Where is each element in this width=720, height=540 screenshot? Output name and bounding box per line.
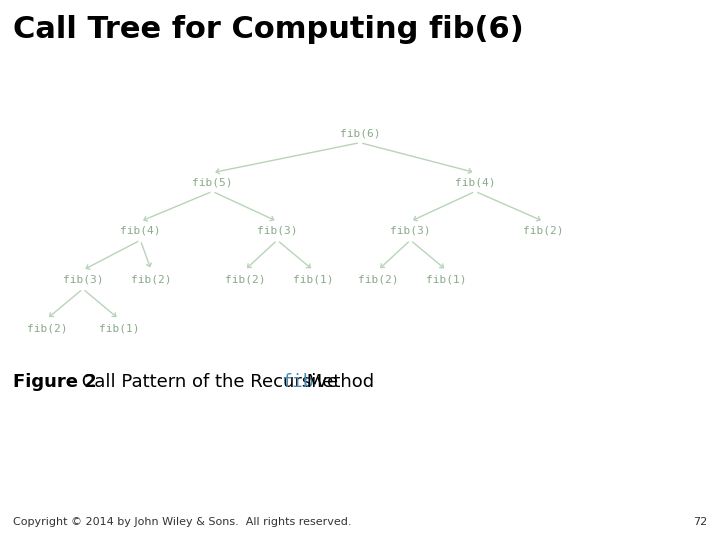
Text: Call Tree for Computing fib(6): Call Tree for Computing fib(6) — [13, 15, 523, 44]
Text: fib(5): fib(5) — [192, 177, 233, 187]
Text: fib(1): fib(1) — [99, 323, 139, 333]
Text: fib(2): fib(2) — [27, 323, 67, 333]
Text: fib(2): fib(2) — [358, 274, 398, 285]
Text: 72: 72 — [693, 517, 707, 528]
Text: fib(3): fib(3) — [390, 226, 431, 236]
Text: fib(4): fib(4) — [455, 177, 495, 187]
Text: fib(2): fib(2) — [523, 226, 564, 236]
Text: Figure 2: Figure 2 — [13, 373, 96, 391]
Text: Call Pattern of the Recursive: Call Pattern of the Recursive — [76, 373, 343, 391]
Text: fib(3): fib(3) — [63, 274, 103, 285]
Text: Method: Method — [301, 373, 374, 391]
Text: fib(3): fib(3) — [257, 226, 297, 236]
Text: fib(2): fib(2) — [225, 274, 265, 285]
Text: fib: fib — [281, 373, 313, 391]
Text: fib(4): fib(4) — [120, 226, 161, 236]
Text: fib(6): fib(6) — [340, 129, 380, 138]
Text: fib(1): fib(1) — [426, 274, 467, 285]
Text: fib(2): fib(2) — [131, 274, 171, 285]
Text: fib(1): fib(1) — [293, 274, 333, 285]
Text: Copyright © 2014 by John Wiley & Sons.  All rights reserved.: Copyright © 2014 by John Wiley & Sons. A… — [13, 517, 351, 528]
